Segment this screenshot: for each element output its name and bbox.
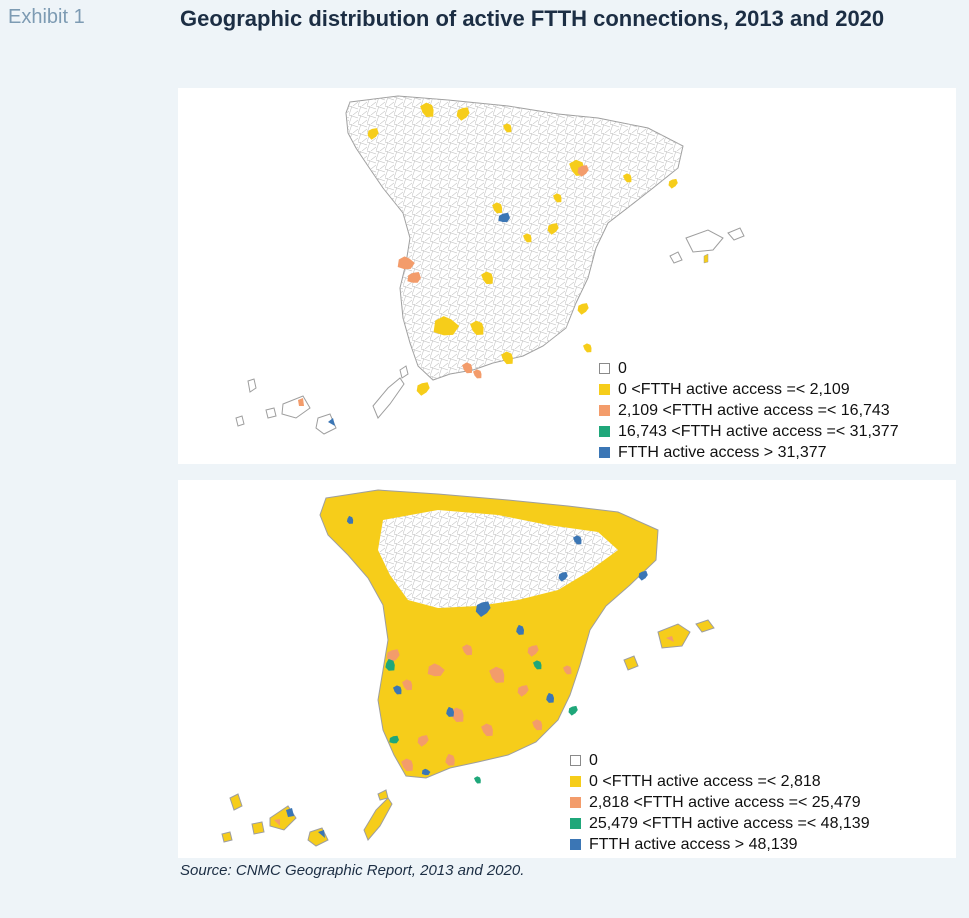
- municipality-patch: [402, 679, 413, 691]
- legend-swatch: [599, 405, 610, 416]
- municipality-patch: [470, 320, 484, 335]
- legend-label: 25,479 <FTTH active access =< 48,139: [589, 814, 870, 832]
- municipality-patch: [393, 685, 402, 695]
- map-2013: [235, 95, 745, 435]
- ftth-regions-2020: [346, 515, 648, 784]
- municipality-patch: [577, 303, 589, 315]
- legend-item: 16,743 <FTTH active access =< 31,377: [599, 421, 899, 442]
- mainland-2020: [319, 489, 659, 779]
- legend-label: 16,743 <FTTH active access =< 31,377: [618, 422, 899, 440]
- legend-2020: 0 0 <FTTH active access =< 2,818 2,818 <…: [570, 750, 870, 855]
- municipality-patch: [421, 768, 431, 776]
- legend-swatch: [570, 755, 581, 766]
- municipality-patch: [389, 735, 399, 744]
- legend-swatch: [570, 776, 581, 787]
- municipality-patch: [498, 212, 510, 223]
- canary-islands-2020: [221, 789, 393, 847]
- legend-item: 2,109 <FTTH active access =< 16,743: [599, 400, 899, 421]
- municipality-patch: [407, 272, 421, 283]
- legend-label: 0 <FTTH active access =< 2,818: [589, 772, 821, 790]
- municipality-patch: [503, 123, 512, 133]
- municipality-patch: [475, 601, 491, 617]
- legend-label: 2,818 <FTTH active access =< 25,479: [589, 793, 861, 811]
- exhibit-label: Exhibit 1: [8, 6, 85, 28]
- municipality-patch: [568, 705, 578, 716]
- legend-swatch: [599, 363, 610, 374]
- map-2020: [221, 489, 715, 847]
- municipality-patch: [638, 570, 648, 581]
- legend-item: 0: [599, 358, 899, 379]
- legend-label: 0 <FTTH active access =< 2,109: [618, 380, 850, 398]
- balearic-islands-2013: [669, 227, 745, 264]
- municipality-patch: [367, 128, 379, 140]
- municipality-patch: [516, 624, 524, 635]
- municipality-patch: [492, 202, 503, 214]
- municipality-patch: [523, 233, 532, 243]
- municipality-patch: [473, 369, 482, 379]
- legend-label: 0: [618, 359, 627, 377]
- figure-title: Geographic distribution of active FTTH c…: [180, 6, 885, 31]
- municipality-patch: [583, 343, 592, 353]
- municipality-patch: [501, 351, 513, 365]
- municipality-patch: [427, 663, 445, 677]
- legend-item: 2,818 <FTTH active access =< 25,479: [570, 792, 870, 813]
- municipality-patch: [577, 165, 589, 177]
- canary-islands-2013: [235, 365, 409, 435]
- legend-item: FTTH active access > 48,139: [570, 834, 870, 855]
- municipality-patch: [563, 665, 572, 675]
- municipality-patch: [416, 382, 430, 396]
- legend-2013: 0 0 <FTTH active access =< 2,109 2,109 <…: [599, 358, 899, 463]
- municipality-patch: [474, 776, 481, 784]
- map-panel-2013: 0 0 <FTTH active access =< 2,109 2,109 <…: [178, 88, 956, 464]
- source-note: Source: CNMC Geographic Report, 2013 and…: [180, 862, 525, 879]
- municipality-patch: [462, 644, 473, 656]
- legend-label: 2,109 <FTTH active access =< 16,743: [618, 401, 890, 419]
- legend-swatch: [599, 384, 610, 395]
- municipality-patch: [489, 666, 505, 683]
- municipality-patch: [401, 758, 413, 772]
- municipality-patch: [546, 692, 554, 703]
- legend-label: FTTH active access > 31,377: [618, 443, 827, 461]
- municipality-patch: [420, 102, 434, 117]
- municipality-patch: [553, 193, 562, 203]
- municipality-patch: [527, 645, 539, 657]
- legend-swatch: [599, 426, 610, 437]
- legend-item: 25,479 <FTTH active access =< 48,139: [570, 813, 870, 834]
- municipality-patch: [547, 223, 559, 235]
- municipality-patch: [346, 515, 354, 524]
- map-panel-2020: 0 0 <FTTH active access =< 2,818 2,818 <…: [178, 480, 956, 858]
- legend-label: 0: [589, 751, 598, 769]
- municipality-patch: [462, 362, 473, 374]
- municipality-patch: [481, 723, 493, 737]
- municipality-patch: [668, 178, 678, 189]
- legend-swatch: [570, 839, 581, 850]
- legend-item: 0 <FTTH active access =< 2,818: [570, 771, 870, 792]
- legend-item: FTTH active access > 31,377: [599, 442, 899, 463]
- legend-swatch: [599, 447, 610, 458]
- ftth-regions-2013: [367, 102, 678, 396]
- legend-label: FTTH active access > 48,139: [589, 835, 798, 853]
- mainland-2013: [345, 95, 684, 381]
- municipality-patch: [481, 271, 493, 285]
- municipality-patch: [532, 719, 543, 731]
- municipality-patch: [445, 753, 455, 766]
- municipality-patch: [573, 535, 582, 545]
- municipality-patch: [385, 658, 395, 671]
- legend-swatch: [570, 797, 581, 808]
- legend-item: 0: [570, 750, 870, 771]
- municipality-patch: [386, 649, 400, 663]
- balearic-islands-2020: [623, 619, 715, 671]
- municipality-patch: [533, 660, 542, 670]
- municipality-patch: [433, 316, 460, 336]
- legend-item: 0 <FTTH active access =< 2,109: [599, 379, 899, 400]
- municipality-patch: [397, 256, 415, 270]
- municipality-patch: [517, 685, 529, 697]
- municipality-patch: [558, 571, 568, 582]
- municipality-patch: [417, 735, 429, 747]
- legend-swatch: [570, 818, 581, 829]
- municipality-patch: [456, 107, 470, 121]
- municipality-patch: [446, 706, 454, 717]
- municipality-patch: [623, 173, 632, 183]
